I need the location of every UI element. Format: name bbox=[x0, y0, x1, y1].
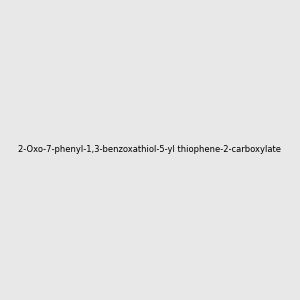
Text: 2-Oxo-7-phenyl-1,3-benzoxathiol-5-yl thiophene-2-carboxylate: 2-Oxo-7-phenyl-1,3-benzoxathiol-5-yl thi… bbox=[19, 146, 281, 154]
